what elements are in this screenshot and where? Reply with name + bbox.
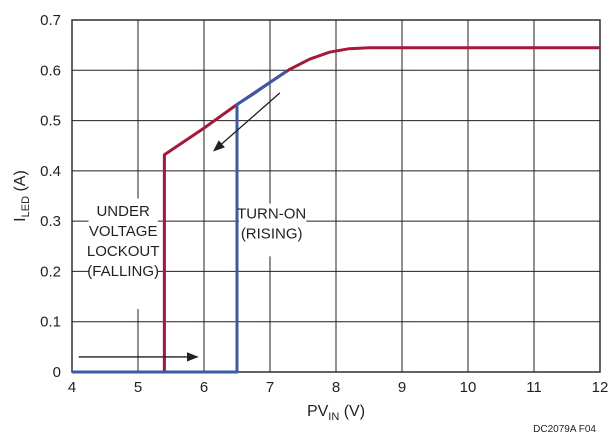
y-tick-label: 0.2 xyxy=(40,263,61,280)
x-tick-label: 12 xyxy=(592,379,609,396)
x-tick-label: 5 xyxy=(134,379,142,396)
annotation-falling-line: LOCKOUT xyxy=(87,243,160,260)
figure-id: DC2079A F04 xyxy=(533,424,596,435)
annotation-layer: UNDER VOLTAGE LOCKOUT (FALLING) TURN-ON (RISI… xyxy=(78,92,307,362)
y-tick-label: 0.7 xyxy=(40,12,61,29)
y-tick-label: 0.4 xyxy=(40,163,61,180)
x-tick-label: 7 xyxy=(266,379,274,396)
annotation-falling-line: UNDER xyxy=(96,203,150,220)
arrow-falling xyxy=(213,92,281,152)
annotation-falling-line: (FALLING) xyxy=(87,263,159,280)
series-line-1 xyxy=(72,46,600,374)
x-tick-label: 10 xyxy=(460,379,477,396)
series-layer xyxy=(72,46,600,374)
series-line-2 xyxy=(72,70,288,374)
y-tick-label: 0.3 xyxy=(40,213,61,230)
x-tick-label: 8 xyxy=(332,379,340,396)
y-tick-label: 0.1 xyxy=(40,314,61,331)
annotation-backing xyxy=(88,198,158,310)
plot-frame xyxy=(71,19,601,373)
x-tick-label: 9 xyxy=(398,379,406,396)
annotation-rising-line: TURN-ON xyxy=(237,206,306,223)
x-tick-label: 11 xyxy=(526,379,542,396)
annotation-rising-line: (RISING) xyxy=(241,226,303,243)
grid-lines xyxy=(71,19,601,373)
y-tick-labels: 0 0.1 0.2 0.3 0.4 0.5 0.6 0.7 xyxy=(40,12,61,381)
x-tick-label: 6 xyxy=(200,379,208,396)
annotation-backing xyxy=(238,203,307,257)
x-axis-label: PVIN (V) xyxy=(307,403,365,423)
y-tick-label: 0 xyxy=(53,364,61,381)
y-tick-label: 0.5 xyxy=(40,113,61,130)
x-tick-label: 4 xyxy=(68,379,76,396)
y-tick-label: 0.6 xyxy=(40,62,61,79)
y-axis-label: ILED (A) xyxy=(12,170,32,222)
x-tick-labels: 4 5 6 7 8 9 10 11 12 xyxy=(68,379,609,396)
annotation-falling-line: VOLTAGE xyxy=(89,223,158,240)
